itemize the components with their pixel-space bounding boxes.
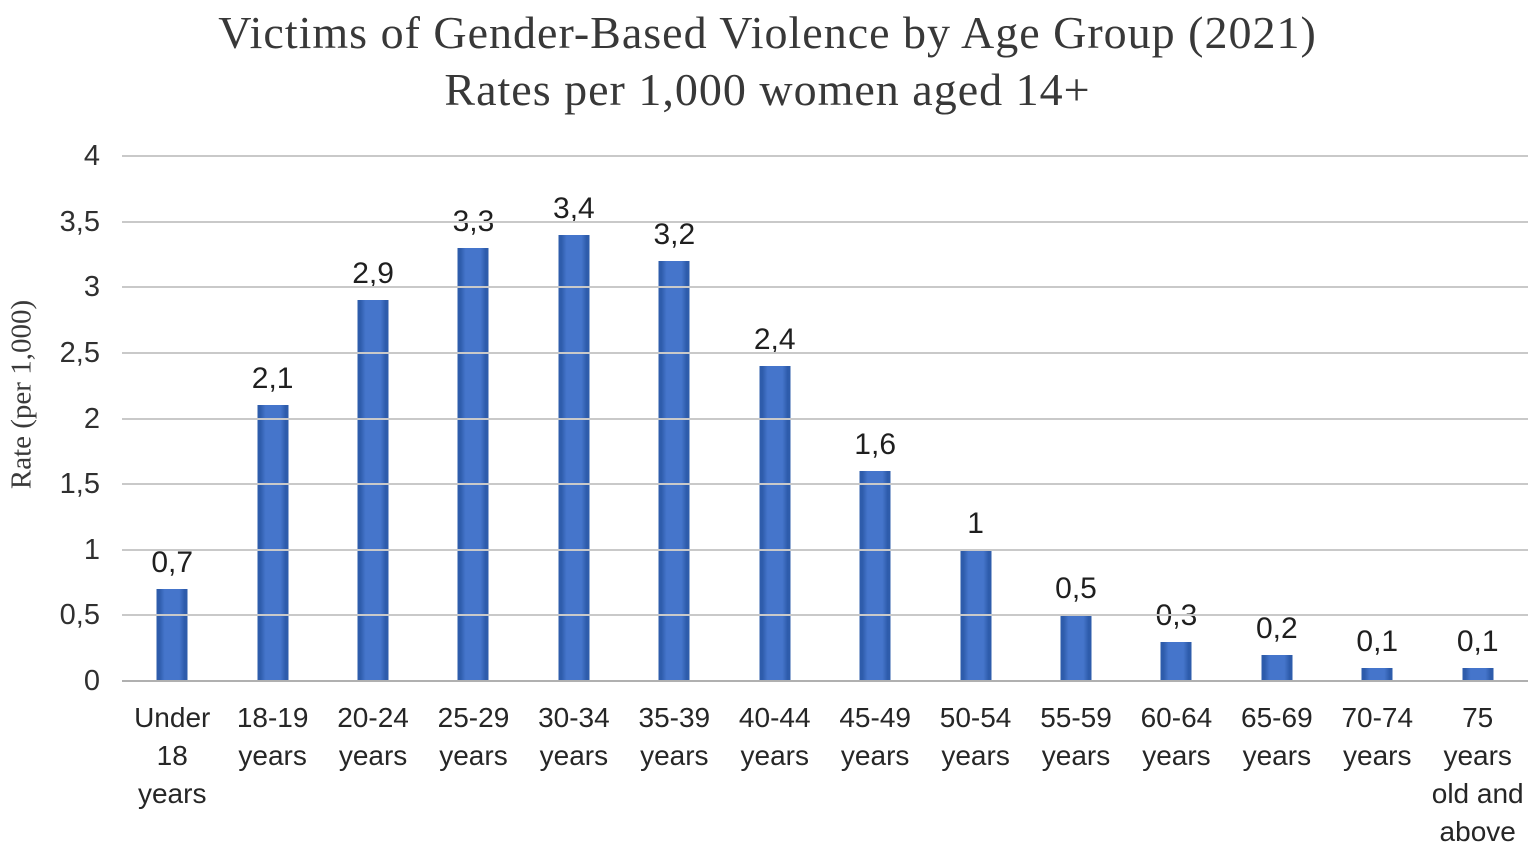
bar-column: 2,1: [222, 156, 322, 681]
x-tick-label: 65-69 years: [1241, 702, 1313, 771]
data-label: 2,9: [352, 257, 394, 290]
x-tick-label: 35-39 years: [638, 702, 711, 771]
x-tick-label: Under 18 years: [134, 702, 211, 809]
bar: [558, 235, 590, 681]
gridline: [122, 286, 1528, 288]
x-tick-label: 50-54 years: [939, 702, 1012, 771]
x-tick-label: 18-19 years: [236, 702, 309, 771]
data-label: 0,3: [1155, 599, 1198, 632]
gridline: [122, 418, 1528, 420]
bar-column: 0,5: [1026, 156, 1126, 681]
x-tick-label: 40-44 years: [738, 702, 811, 771]
y-tick-label: 4: [83, 140, 100, 172]
bar: [1361, 668, 1393, 681]
bar: [658, 261, 690, 681]
bar-column: 3,3: [423, 156, 523, 681]
bar-column: 3,4: [524, 156, 624, 681]
bar: [1160, 642, 1192, 681]
bar-series: 0,7 2,1 2,9 3,3 3,4 3,2 2,4 1,6 1 0,5 0,3 0,2 0,1 0,1: [122, 156, 1528, 681]
bar: [759, 366, 791, 681]
y-tick-label: 1,5: [59, 468, 100, 500]
data-label: 3,2: [653, 218, 696, 251]
y-tick-label: 0,5: [59, 599, 100, 631]
chart-subtitle: Rates per 1,000 women aged 14+: [444, 64, 1091, 115]
data-label: 0,2: [1255, 612, 1298, 645]
y-tick-label: 2: [83, 403, 100, 435]
x-tick-label: 20-24 years: [337, 702, 409, 771]
x-axis-line: [122, 680, 1528, 682]
bar: [357, 300, 389, 681]
data-label: 0,7: [151, 546, 194, 579]
bar: [859, 471, 891, 681]
x-tick-label: 70-74 years: [1341, 702, 1414, 771]
data-label: 1,6: [854, 428, 897, 461]
y-tick-label: 2,5: [59, 337, 100, 369]
gridline: [122, 155, 1528, 157]
gridline: [122, 352, 1528, 354]
bar-column: 0,1: [1427, 156, 1527, 681]
bar: [1060, 615, 1092, 681]
gridline: [122, 483, 1528, 485]
y-tick-label: 3,5: [59, 206, 100, 238]
y-tick-label: 1: [83, 534, 100, 566]
bar-column: 3,2: [624, 156, 724, 681]
data-label: 0,1: [1356, 625, 1399, 658]
bar: [457, 248, 489, 681]
chart-title-block: Victims of Gender-Based Violence by Age …: [0, 4, 1535, 118]
bar: [156, 589, 188, 681]
bar: [1462, 668, 1494, 681]
data-label: 0,5: [1055, 572, 1097, 605]
x-tick-label: 55-59 years: [1040, 702, 1112, 771]
bar-column: 0,1: [1327, 156, 1427, 681]
chart-title: Victims of Gender-Based Violence by Age …: [218, 7, 1317, 58]
data-label: 2,4: [753, 323, 796, 356]
x-axis: Under 18 years 18-19 years 20-24 years 25-2…: [122, 699, 1528, 851]
x-tick-label: 60-64 years: [1140, 702, 1213, 771]
bar-column: 2,9: [323, 156, 423, 681]
data-label: 2,1: [251, 362, 294, 395]
data-label: 3,4: [553, 192, 595, 225]
x-tick-label: 75 years old and above: [1431, 702, 1524, 847]
x-tick-label: 25-29 years: [437, 702, 510, 771]
bar: [257, 405, 289, 681]
y-tick-label: 0: [83, 665, 100, 697]
bar: [1261, 655, 1293, 681]
x-tick-label: 30-34 years: [538, 702, 610, 771]
data-label: 1: [967, 507, 984, 540]
x-tick-label: 45-49 years: [839, 702, 911, 771]
data-label: 0,1: [1456, 625, 1499, 658]
y-axis: 4 3,5 3 2,5 2 1,5 1 0,5 0: [0, 0, 100, 859]
bar-column: 0,2: [1227, 156, 1327, 681]
bar-column: 0,7: [122, 156, 222, 681]
gridline: [122, 549, 1528, 551]
gridline: [122, 221, 1528, 223]
y-tick-label: 3: [83, 271, 100, 303]
bar-column: 1,6: [825, 156, 925, 681]
plot-area: 0,7 2,1 2,9 3,3 3,4 3,2 2,4 1,6 1 0,5 0,3 0,2 0,1 0,1: [122, 155, 1528, 682]
gridline: [122, 614, 1528, 616]
